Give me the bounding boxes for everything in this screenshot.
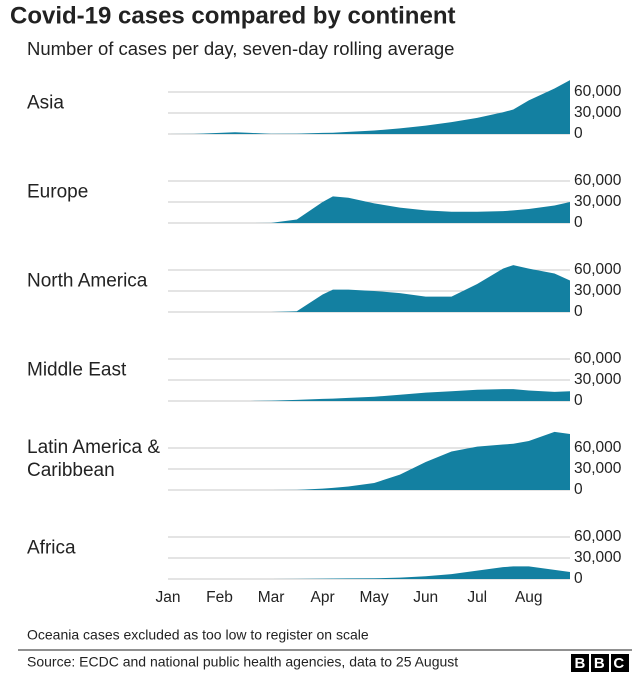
x-tick-label: Mar	[258, 589, 285, 606]
note: Oceania cases excluded as too low to reg…	[27, 627, 369, 643]
y-tick-label: 30,000	[574, 104, 622, 121]
y-tick-label: 30,000	[574, 282, 622, 299]
area	[168, 431, 570, 490]
y-tick-label: 0	[574, 481, 583, 498]
area	[168, 566, 570, 579]
panel-title: North America	[27, 270, 148, 292]
logo-box	[591, 654, 609, 672]
source: Source: ECDC and national public health …	[27, 654, 458, 670]
area	[168, 196, 570, 223]
y-tick-label: 0	[574, 125, 583, 142]
chart-title: Covid-19 cases compared by continent	[10, 2, 455, 29]
y-tick-label: 60,000	[574, 83, 622, 100]
panel-title: Europe	[27, 181, 89, 203]
chart-subtitle: Number of cases per day, seven-day rolli…	[27, 38, 454, 59]
y-tick-label: 30,000	[574, 460, 622, 477]
panel-title: Latin America & Caribbean	[27, 437, 161, 481]
y-tick-label: 60,000	[574, 350, 622, 367]
logo-box	[571, 654, 589, 672]
x-tick-label: May	[360, 589, 390, 606]
y-tick-label: 30,000	[574, 549, 622, 566]
panel-title: Africa	[27, 537, 76, 559]
area	[168, 80, 570, 134]
x-tick-label: Apr	[311, 589, 335, 606]
x-tick-label: Jan	[156, 589, 181, 606]
area	[168, 265, 570, 312]
y-tick-label: 60,000	[574, 528, 622, 545]
x-tick-label: Aug	[515, 589, 543, 606]
logo-box	[611, 654, 629, 672]
y-tick-label: 30,000	[574, 371, 622, 388]
x-tick-label: Jun	[413, 589, 438, 606]
area	[168, 389, 570, 401]
y-tick-label: 30,000	[574, 193, 622, 210]
x-tick-label: Jul	[467, 589, 487, 606]
x-tick-label: Feb	[206, 589, 233, 606]
y-tick-label: 0	[574, 303, 583, 320]
panel-title: Middle East	[27, 359, 127, 381]
panel-title: Asia	[27, 92, 64, 114]
y-tick-label: 60,000	[574, 261, 622, 278]
y-tick-label: 0	[574, 570, 583, 587]
y-tick-label: 60,000	[574, 439, 622, 456]
y-tick-label: 0	[574, 392, 583, 409]
logo: BBC	[575, 655, 633, 672]
y-tick-label: 60,000	[574, 172, 622, 189]
y-tick-label: 0	[574, 214, 583, 231]
